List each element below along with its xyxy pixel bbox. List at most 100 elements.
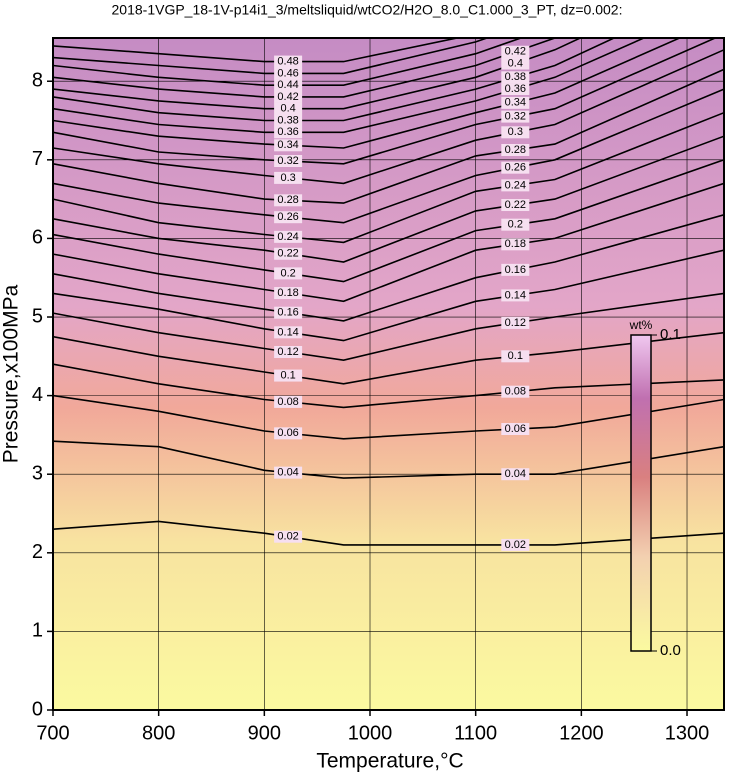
contour-line — [53, 111, 724, 244]
contour-label: 0.32 — [505, 111, 526, 123]
contour-line — [53, 38, 583, 110]
contour-label: 0.28 — [277, 194, 298, 206]
contour-label-bg — [501, 263, 530, 276]
plot-background — [53, 38, 724, 710]
contour-label: 0.12 — [277, 346, 298, 358]
contour-label-bg — [274, 466, 303, 479]
contour-label: 0.38 — [505, 71, 526, 83]
contour-label-bg — [274, 306, 303, 319]
contour-label: 0.2 — [280, 267, 295, 279]
y-tick-label: 1 — [32, 620, 43, 642]
x-tick-label: 800 — [142, 722, 175, 744]
contour-label-bg — [501, 385, 530, 398]
contour-line — [53, 292, 724, 362]
contour-line — [53, 440, 724, 479]
plot-frame — [52, 37, 725, 711]
contour-label-bg — [501, 110, 530, 123]
contour-label: 0.24 — [277, 231, 298, 243]
contour-label-bg — [274, 530, 303, 543]
contour-line — [53, 38, 616, 122]
contour-label: 0.04 — [277, 467, 298, 479]
contours: 0.02 0.02 0.04 0.04 0.06 0.06 0.08 0.08 0.1 0.1 0.… — [53, 38, 724, 551]
contour-label-bg — [274, 326, 303, 339]
x-tick-label: 900 — [248, 722, 281, 744]
contour-label-bg — [501, 96, 530, 109]
contour-label: 0.04 — [505, 468, 526, 480]
contour-line — [53, 182, 724, 303]
contour-label-bg — [501, 126, 530, 139]
y-tick-label: 5 — [32, 305, 43, 327]
contour-label-bg — [274, 194, 303, 207]
contour-label-bg — [501, 468, 530, 481]
contour-line — [53, 249, 724, 342]
contour-label: 0.34 — [277, 139, 298, 151]
contour-label: 0.14 — [505, 289, 526, 301]
contour-label-bg — [501, 350, 530, 363]
contour-label-bg — [501, 71, 530, 84]
contour-label: 0.06 — [505, 423, 526, 435]
x-tick-label: 1000 — [348, 722, 393, 744]
contour-label-bg — [274, 395, 303, 408]
contour-label-bg — [501, 316, 530, 329]
contour-label-bg — [501, 289, 530, 302]
contour-label: 0.36 — [277, 126, 298, 138]
contour-label-bg — [274, 267, 303, 280]
contour-label-bg — [274, 55, 303, 68]
contour-label: 0.44 — [277, 79, 298, 91]
x-axis-label: Temperature,°C — [316, 750, 463, 773]
contour-label: 0.2 — [508, 219, 523, 231]
contour-label-bg — [501, 45, 530, 58]
contour-label: 0.1 — [508, 350, 523, 362]
contour-label: 0.42 — [505, 46, 526, 58]
contour-label: 0.16 — [505, 264, 526, 276]
contour-label-bg — [274, 155, 303, 168]
colorbar-tick-label: 0.0 — [660, 642, 681, 659]
contour-line — [53, 38, 557, 98]
chart-title: 2018-1VGP_18-1V-p14i1_3/meltsliquid/wtCO… — [112, 2, 623, 18]
contour-label-bg — [501, 538, 530, 551]
contour-label: 0.18 — [277, 287, 298, 299]
contour-line — [53, 135, 724, 263]
contour-label-bg — [274, 230, 303, 243]
contour-label: 0.08 — [277, 396, 298, 408]
contour-label-bg — [274, 345, 303, 358]
contour-label-bg — [274, 287, 303, 300]
contour-label: 0.38 — [277, 114, 298, 126]
y-tick-label: 8 — [32, 70, 43, 92]
colorbar-label: wt% — [629, 318, 653, 332]
contour-label: 0.32 — [277, 155, 298, 167]
y-tick-label: 2 — [32, 541, 43, 563]
contour-line — [53, 363, 724, 409]
contour-label: 0.16 — [277, 307, 298, 319]
contour-line — [53, 68, 724, 204]
contour-label-bg — [274, 90, 303, 103]
contour-label-bg — [501, 199, 530, 212]
y-tick-label: 4 — [32, 384, 43, 406]
contour-label: 0.46 — [277, 67, 298, 79]
contour-line — [53, 159, 724, 283]
contour-label-bg — [274, 126, 303, 139]
contour-label: 0.22 — [505, 199, 526, 211]
contour-label-bg — [501, 57, 530, 70]
contour-label: 0.22 — [277, 248, 298, 260]
contour-line — [53, 38, 646, 134]
x-tick-label: 1200 — [559, 722, 604, 744]
contour-line — [53, 38, 490, 75]
contour-line — [53, 88, 724, 224]
contour-label-bg — [501, 218, 530, 231]
x-tick-label: 1300 — [665, 722, 710, 744]
contour-label: 0.14 — [277, 326, 298, 338]
contour-label: 0.36 — [505, 83, 526, 95]
contour-label: 0.4 — [280, 103, 295, 115]
contour-label-bg — [274, 67, 303, 80]
contour-label-bg — [274, 139, 303, 152]
contour-label-bg — [501, 423, 530, 436]
contour-label: 0.26 — [277, 211, 298, 223]
contour-label: 0.42 — [277, 91, 298, 103]
contour-label-bg — [274, 79, 303, 92]
contour-label: 0.24 — [505, 179, 526, 191]
overlay: 700 800 900 1000 1100 1200 1300 0 1 2 3 4 5 6 7 8 wt% 0.0… — [32, 70, 709, 745]
contour-line — [53, 38, 461, 63]
contour-label: 0.1 — [280, 369, 295, 381]
